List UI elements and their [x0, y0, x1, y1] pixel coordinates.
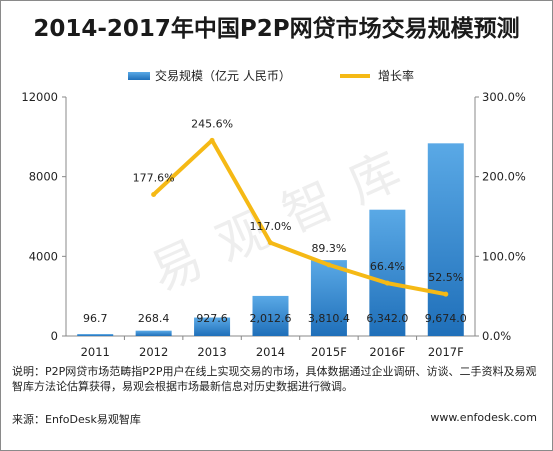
growth-rate-point [209, 137, 215, 143]
y-left-tick-label: 8000 [29, 170, 58, 184]
chart-title: 2014-2017年中国P2P网贷市场交易规模预测 [33, 16, 520, 42]
bar-value-label: 268.4 [138, 312, 170, 325]
y-right-tick-label: 300.0% [482, 90, 526, 104]
bar [310, 260, 347, 336]
bar-value-label: 927.6 [196, 312, 228, 325]
growth-rate-label: 117.0% [250, 220, 292, 233]
x-tick-label: 2013 [197, 345, 226, 359]
y-right-tick-label: 200.0% [482, 170, 526, 184]
x-tick-label: 2015F [311, 345, 347, 359]
bar [427, 143, 464, 336]
legend-bar-swatch [128, 72, 150, 80]
source-text: 来源：EnfoDesk易观智库 [12, 413, 141, 426]
y-left-tick-label: 12000 [21, 90, 58, 104]
growth-rate-point [151, 192, 157, 198]
growth-rate-label: 66.4% [370, 260, 405, 273]
growth-rate-point [443, 291, 449, 297]
bar [77, 334, 114, 336]
bar [369, 209, 406, 336]
y-left-tick-label: 4000 [29, 249, 58, 263]
bar [194, 317, 231, 336]
x-tick-label: 2012 [139, 345, 168, 359]
y-right-tick-label: 100.0% [482, 249, 526, 263]
bar-value-label: 96.7 [83, 312, 108, 325]
bar-value-label: 3,810.4 [308, 312, 350, 325]
x-tick-label: 2016F [369, 345, 405, 359]
x-tick-label: 2017F [428, 345, 464, 359]
note-text: 说明：P2P网贷市场范畴指P2P用户在线上实现交易的市场，具体数据通过企业调研、… [12, 365, 537, 393]
growth-rate-label: 177.6% [133, 172, 175, 185]
x-tick-label: 2011 [81, 345, 110, 359]
x-tick-label: 2014 [256, 345, 285, 359]
bar-value-label: 9,674.0 [425, 312, 467, 325]
growth-rate-line [151, 138, 448, 297]
growth-rate-label: 52.5% [428, 271, 463, 284]
bar-value-label: 6,342.0 [366, 312, 408, 325]
website-text: www.enfodesk.com [430, 411, 537, 424]
bar-value-label: 2,012.6 [250, 312, 292, 325]
bar [135, 330, 172, 336]
legend: 交易规模（亿元 人民币） 增长率 [128, 68, 414, 83]
y-right-tick-label: 0.0% [482, 329, 511, 343]
growth-rate-label: 245.6% [191, 117, 233, 130]
growth-rate-point [268, 240, 273, 246]
legend-bar-label: 交易规模（亿元 人民币） [155, 68, 291, 83]
y-left-tick-label: 0 [51, 329, 58, 343]
growth-rate-point [326, 262, 332, 268]
legend-line-label: 增长率 [378, 68, 414, 83]
growth-rate-label: 89.3% [311, 242, 346, 255]
bar [252, 295, 289, 336]
growth-rate-point [384, 280, 390, 286]
